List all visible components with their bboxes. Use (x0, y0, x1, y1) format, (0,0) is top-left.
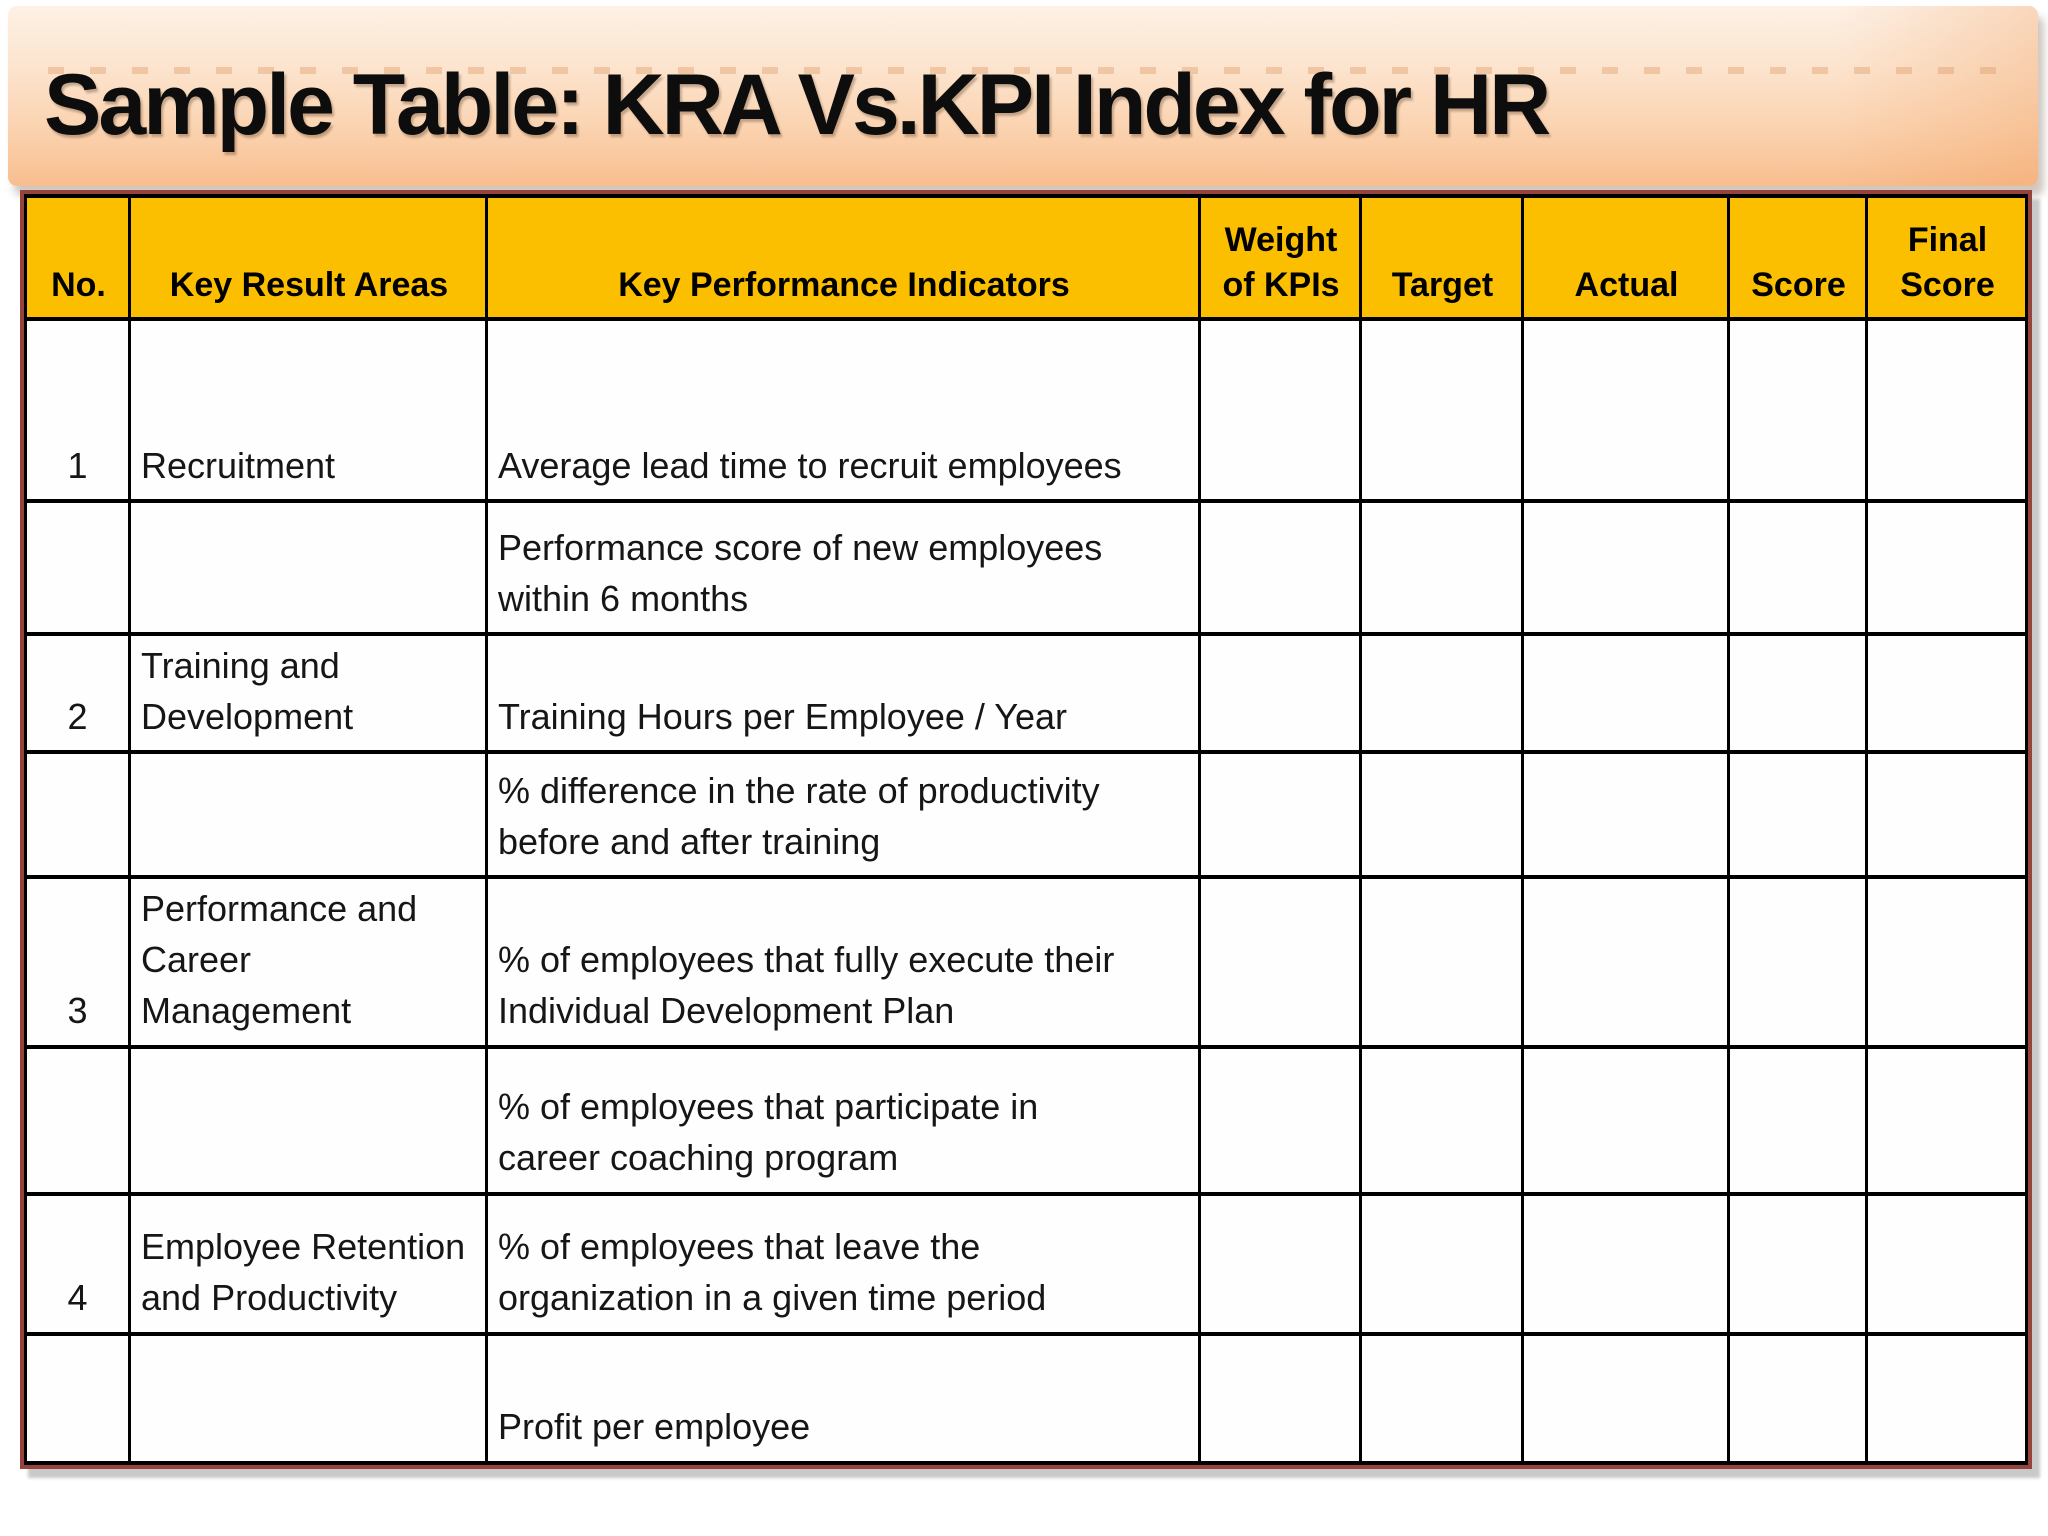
column-header-final-score: Final Score (1865, 194, 2028, 321)
cell-no (24, 750, 131, 880)
slide-title: Sample Table: KRA Vs.KPI Index for HR (44, 56, 1551, 153)
cell-weight (1198, 631, 1362, 755)
cell-target (1359, 1044, 1524, 1196)
cell-score (1727, 1331, 1868, 1465)
cell-kpi: Performance score of new employees withi… (485, 499, 1201, 636)
cell-actual (1521, 1191, 1730, 1336)
cell-key-result-area (128, 1044, 488, 1196)
cell-final-score (1865, 499, 2028, 636)
table-row: % of employees that participate in caree… (24, 1044, 2028, 1196)
column-header-actual: Actual (1521, 194, 1730, 321)
cell-kpi: % of employees that participate in caree… (485, 1044, 1201, 1196)
cell-actual (1521, 317, 1730, 503)
cell-weight (1198, 1191, 1362, 1336)
cell-no (24, 499, 131, 636)
cell-no (24, 1331, 131, 1465)
cell-final-score (1865, 1331, 2028, 1465)
column-header-score: Score (1727, 194, 1868, 321)
cell-key-result-area (128, 499, 488, 636)
cell-kpi: Training Hours per Employee / Year (485, 631, 1201, 755)
cell-kpi: % of employees that leave the organizati… (485, 1191, 1201, 1336)
column-header-target: Target (1359, 194, 1524, 321)
cell-score (1727, 1191, 1868, 1336)
cell-no: 3 (24, 875, 131, 1049)
cell-final-score (1865, 1191, 2028, 1336)
cell-target (1359, 631, 1524, 755)
cell-target (1359, 875, 1524, 1049)
cell-actual (1521, 1331, 1730, 1465)
cell-score (1727, 499, 1868, 636)
column-header-key-performance-indicators: Key Performance Indicators (485, 194, 1201, 321)
cell-kpi: Average lead time to recruit employees (485, 317, 1201, 503)
cell-key-result-area (128, 1331, 488, 1465)
cell-target (1359, 499, 1524, 636)
cell-target (1359, 1191, 1524, 1336)
table-row: 1 Recruitment Average lead time to recru… (24, 317, 2028, 503)
cell-kpi: % of employees that fully execute their … (485, 875, 1201, 1049)
cell-weight (1198, 875, 1362, 1049)
cell-actual (1521, 875, 1730, 1049)
cell-key-result-area: Employee Retention and Productivity (128, 1191, 488, 1336)
cell-no: 4 (24, 1191, 131, 1336)
cell-target (1359, 1331, 1524, 1465)
cell-no: 1 (24, 317, 131, 503)
cell-final-score (1865, 750, 2028, 880)
cell-weight (1198, 1044, 1362, 1196)
cell-kpi: % difference in the rate of productivity… (485, 750, 1201, 880)
column-header-weight-of-kpis: Weight of KPIs (1198, 194, 1362, 321)
cell-key-result-area: Recruitment (128, 317, 488, 503)
cell-score (1727, 317, 1868, 503)
table-row: Performance score of new employees withi… (24, 499, 2028, 636)
slide-title-banner: Sample Table: KRA Vs.KPI Index for HR (8, 6, 2038, 186)
cell-score (1727, 750, 1868, 880)
cell-target (1359, 317, 1524, 503)
column-header-key-result-areas: Key Result Areas (128, 194, 488, 321)
table-row: 4 Employee Retention and Productivity % … (24, 1191, 2028, 1336)
table-row: 3 Performance and Career Management % of… (24, 875, 2028, 1049)
cell-final-score (1865, 631, 2028, 755)
cell-final-score (1865, 1044, 2028, 1196)
cell-actual (1521, 750, 1730, 880)
cell-target (1359, 750, 1524, 880)
table-row: 2 Training and Development Training Hour… (24, 631, 2028, 755)
cell-weight (1198, 750, 1362, 880)
cell-score (1727, 875, 1868, 1049)
table-row: % difference in the rate of productivity… (24, 750, 2028, 880)
cell-no (24, 1044, 131, 1196)
column-header-no: No. (24, 194, 131, 321)
cell-actual (1521, 1044, 1730, 1196)
cell-key-result-area: Performance and Career Management (128, 875, 488, 1049)
cell-key-result-area: Training and Development (128, 631, 488, 755)
table-row: Profit per employee (24, 1331, 2028, 1465)
cell-weight (1198, 317, 1362, 503)
cell-score (1727, 631, 1868, 755)
cell-weight (1198, 1331, 1362, 1465)
kra-kpi-table: No. Key Result Areas Key Performance Ind… (20, 190, 2032, 1469)
table-header-row: No. Key Result Areas Key Performance Ind… (24, 194, 2028, 321)
cell-no: 2 (24, 631, 131, 755)
cell-final-score (1865, 317, 2028, 503)
cell-weight (1198, 499, 1362, 636)
cell-actual (1521, 631, 1730, 755)
cell-actual (1521, 499, 1730, 636)
cell-key-result-area (128, 750, 488, 880)
cell-kpi: Profit per employee (485, 1331, 1201, 1465)
cell-final-score (1865, 875, 2028, 1049)
cell-score (1727, 1044, 1868, 1196)
